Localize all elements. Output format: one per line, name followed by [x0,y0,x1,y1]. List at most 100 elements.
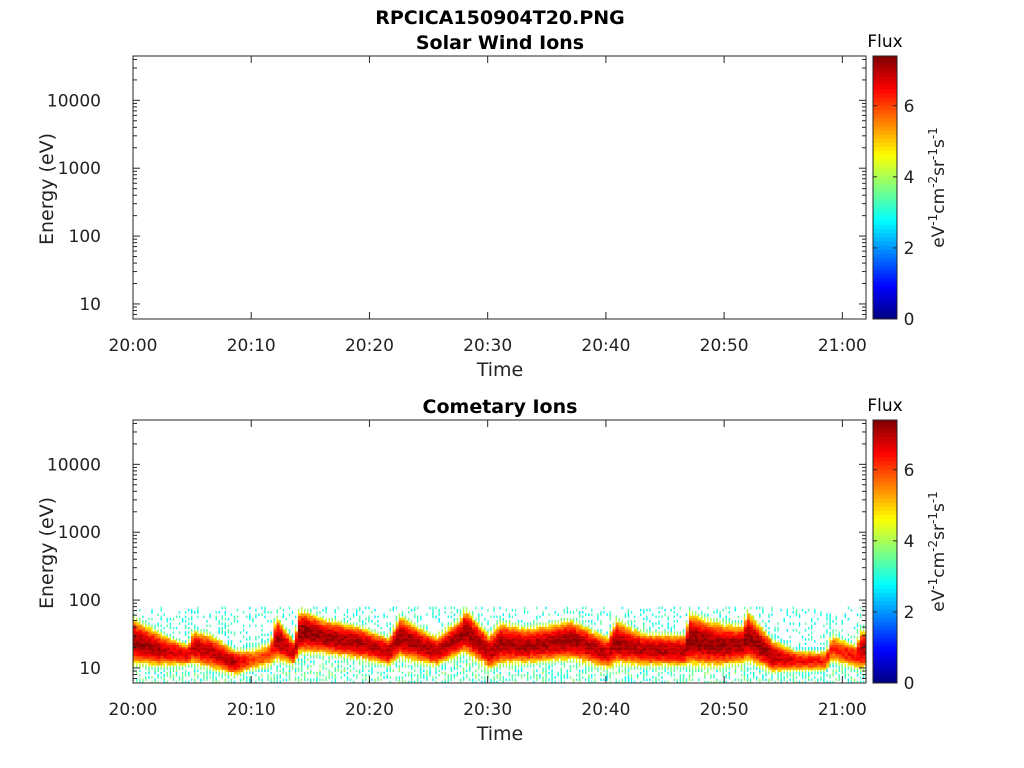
spectrogram-cell [151,633,155,637]
spectrogram-cell [655,676,657,679]
spectrogram-cell [469,633,473,637]
spectrogram-cell [136,624,140,628]
spectrogram-cell [359,656,361,659]
spectrogram-cell [560,669,562,672]
spectrogram-cell [493,638,497,641]
spectrogram-cell [200,631,202,634]
spectrogram-cell [142,629,146,632]
spectrogram-cell [310,622,314,625]
spectrogram-cell [142,624,144,628]
spectrogram-cell [432,647,436,650]
spectrogram-cell [527,651,531,655]
spectrogram-cell [343,622,346,625]
spectrogram-cell [682,656,687,659]
spectrogram-cell [142,660,146,663]
spectrogram-cell [523,642,528,646]
spectrogram-cell [453,629,458,632]
colorbar-segment [873,187,897,193]
spectrogram-cell [359,615,361,619]
spectrogram-cell [337,606,339,610]
spectrogram-cell [288,656,293,659]
spectrogram-cell [502,649,507,652]
spectrogram-cell [560,640,565,643]
spectrogram-cell [557,613,559,616]
spectrogram-cell [585,678,587,681]
spectrogram-cell [249,644,251,648]
spectrogram-cell [273,674,275,677]
spectrogram-cell [514,669,517,672]
spectrogram-cell [377,644,381,648]
spectrogram-cell [707,626,711,630]
spectrogram-cell [490,653,494,657]
spectrogram-cell [261,656,265,659]
spectrogram-cell [414,662,416,666]
spectrogram-cell [154,653,158,657]
spectrogram-cell [716,622,720,625]
spectrogram-cell [230,669,235,672]
spectrogram-cell [487,669,489,672]
spectrogram-cell [664,651,668,655]
spectrogram-cell [578,662,581,666]
spectrogram-cell [325,624,329,628]
spectrogram-cell [554,640,558,643]
spectrogram-cell [655,669,657,672]
spectrogram-cell [362,644,366,648]
spectrogram-cell [154,651,158,655]
spectrogram-cell [227,617,230,621]
spectrogram-cell [380,671,382,675]
spectrogram-cell [276,611,278,614]
spectrogram-cell [615,631,620,634]
spectrogram-cell [188,649,192,652]
spectrogram-cell [203,674,205,677]
spectrogram-cell [725,667,727,670]
spectrogram-cell [609,631,613,634]
spectrogram-cell [676,644,681,648]
spectrogram-cell [698,642,702,646]
spectrogram-cell [517,647,522,650]
spectrogram-cell [340,633,345,637]
spectrogram-cell [362,678,364,681]
spectrogram-cell [572,633,577,637]
spectrogram-cell [194,669,196,672]
colorbar-segment [873,191,897,197]
spectrogram-cell [191,678,193,681]
spectrogram-cell [545,629,549,632]
spectrogram-cell [218,631,220,634]
spectrogram-cell [578,642,583,646]
spectrogram-cell [588,653,592,657]
spectrogram-cell [575,638,580,641]
spectrogram-cell [554,633,558,637]
spectrogram-cell [603,640,607,643]
spectrogram-cell [163,642,167,646]
spectrogram-cell [230,674,233,677]
spectrogram-cell [221,617,223,621]
spectrogram-cell [414,622,416,625]
spectrogram-cell [655,667,657,670]
spectrogram-cell [343,617,346,621]
spectrogram-cell [383,656,387,659]
spectrogram-cell [438,633,440,637]
spectrogram-cell [716,635,720,639]
spectrogram-cell [383,615,385,619]
spectrogram-cell [398,660,401,663]
spectrogram-cell [685,633,690,637]
spectrogram-cell [334,608,336,612]
spectrogram-cell [417,676,419,679]
spectrogram-cell [493,633,497,637]
spectrogram-cell [261,678,263,681]
spectrogram-cell [212,669,214,672]
spectrogram-cell [352,649,357,652]
colorbar-segment [873,138,897,143]
spectrogram-cell [221,647,226,650]
spectrogram-cell [502,624,507,628]
spectrogram-cell [713,642,717,646]
spectrogram-cell [520,669,523,672]
spectrogram-cell [157,624,159,628]
spectrogram-cell [704,644,708,648]
spectrogram-cell [630,611,633,614]
spectrogram-cell [420,680,422,684]
spectrogram-cell [294,676,297,679]
spectrogram-cell [475,669,477,672]
spectrogram-cell [340,620,343,623]
spectrogram-cell [163,651,167,655]
